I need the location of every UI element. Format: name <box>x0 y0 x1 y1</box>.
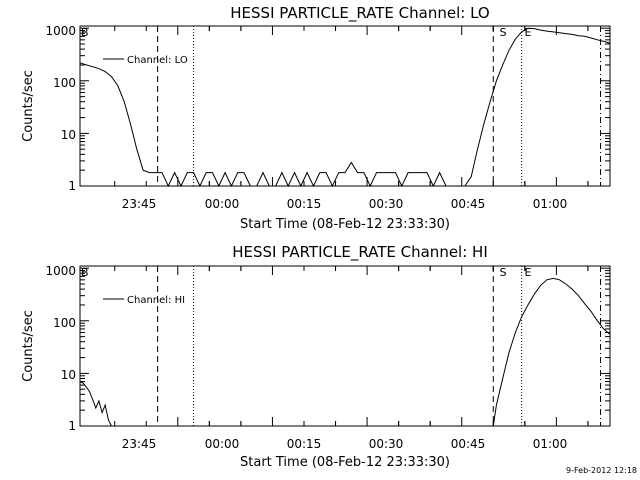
panel-hi-title: HESSI PARTICLE_RATE Channel: HI <box>232 243 488 262</box>
panel-hi-y-ticks: 1 10 100 1000 <box>45 264 76 433</box>
panel-lo-xlabel: Start Time (08-Feb-12 23:33:30) <box>240 217 450 232</box>
marker-s-label: S <box>500 26 507 39</box>
x-tick-label: 23:45 <box>122 197 157 211</box>
panel-hi-xlabel: Start Time (08-Feb-12 23:33:30) <box>240 455 450 470</box>
marker-s-label: S <box>500 266 507 279</box>
x-tick-label: 00:00 <box>205 437 240 451</box>
x-tick-label: 00:30 <box>369 197 404 211</box>
x-tick-label: 01:00 <box>533 437 568 451</box>
panel-hi-x-ticks: 23:45 00:00 00:15 00:30 00:45 01:00 <box>122 437 568 451</box>
panel-hi-plot <box>79 266 611 427</box>
panel-hi-legend: Channel: HI <box>103 295 185 306</box>
series-line <box>79 27 611 188</box>
panel-lo: HESSI PARTICLE_RATE Channel: LO Counts/s… <box>21 4 611 232</box>
x-tick-label: 00:30 <box>369 437 404 451</box>
panel-lo-frame <box>79 25 611 187</box>
y-tick-label: 100 <box>53 316 76 330</box>
x-tick-label: 00:15 <box>287 437 322 451</box>
x-tick-label: 00:45 <box>451 197 486 211</box>
panel-lo-legend: Channel: LO <box>103 55 188 66</box>
y-tick-label: 1 <box>68 419 76 433</box>
y-tick-label: 10 <box>61 128 76 142</box>
series-line <box>79 381 112 427</box>
marker-b-label: B <box>81 266 89 279</box>
x-tick-label: 00:45 <box>451 437 486 451</box>
legend-label-hi: Channel: HI <box>127 295 185 306</box>
x-tick-label: 01:00 <box>533 197 568 211</box>
x-tick-label: 23:45 <box>122 437 157 451</box>
marker-e-label: E <box>525 26 532 39</box>
y-tick-label: 10 <box>61 368 76 382</box>
x-tick-label: 00:15 <box>287 197 322 211</box>
timestamp: 9-Feb-2012 12:18 <box>566 466 637 475</box>
marker-e-label: E <box>525 266 532 279</box>
y-tick-label: 1000 <box>45 24 76 38</box>
x-tick-label: 00:00 <box>205 197 240 211</box>
panel-lo-ylabel: Counts/sec <box>21 70 36 142</box>
y-tick-label: 100 <box>53 76 76 90</box>
panel-lo-x-ticks: 23:45 00:00 00:15 00:30 00:45 01:00 <box>122 197 568 211</box>
panel-lo-plot <box>79 26 611 188</box>
y-tick-label: 1000 <box>45 264 76 278</box>
panel-hi: HESSI PARTICLE_RATE Channel: HI Counts/s… <box>21 243 611 470</box>
panel-lo-y-ticks: 1 10 100 1000 <box>45 24 76 193</box>
y-tick-label: 1 <box>68 179 76 193</box>
marker-b-label: B <box>81 26 89 39</box>
series-line <box>492 277 611 427</box>
panel-lo-title: HESSI PARTICLE_RATE Channel: LO <box>230 4 489 23</box>
panel-hi-ylabel: Counts/sec <box>21 310 36 382</box>
panel-hi-frame <box>79 265 611 427</box>
